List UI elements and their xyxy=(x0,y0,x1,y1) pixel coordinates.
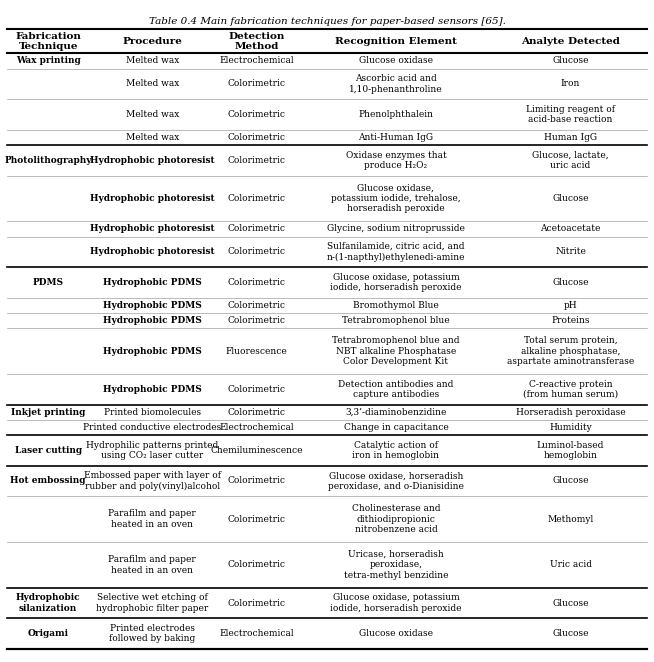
Text: Colorimetric: Colorimetric xyxy=(228,408,286,416)
Text: Glucose: Glucose xyxy=(552,629,589,638)
Text: Inkjet printing: Inkjet printing xyxy=(11,408,86,416)
Text: Limiting reagent of
acid-base reaction: Limiting reagent of acid-base reaction xyxy=(526,105,615,124)
Text: Melted wax: Melted wax xyxy=(126,110,179,119)
Text: Selective wet etching of
hydrophobic filter paper: Selective wet etching of hydrophobic fil… xyxy=(96,593,209,613)
Text: Glucose oxidase: Glucose oxidase xyxy=(359,629,433,638)
Text: Hydrophobic photoresist: Hydrophobic photoresist xyxy=(90,156,215,165)
Text: Total serum protein,
alkaline phosphatase,
aspartate aminotransferase: Total serum protein, alkaline phosphatas… xyxy=(507,336,634,366)
Text: Colorimetric: Colorimetric xyxy=(228,514,286,524)
Text: Hydrophobic photoresist: Hydrophobic photoresist xyxy=(90,248,215,256)
Text: Hydrophilic patterns printed
using CO₂ laser cutter: Hydrophilic patterns printed using CO₂ l… xyxy=(86,441,218,460)
Text: Hydrophobic photoresist: Hydrophobic photoresist xyxy=(90,224,215,234)
Text: Colorimetric: Colorimetric xyxy=(228,224,286,234)
Text: Embossed paper with layer of
rubber and poly(vinyl)alcohol: Embossed paper with layer of rubber and … xyxy=(84,471,221,491)
Text: Hydrophobic PDMS: Hydrophobic PDMS xyxy=(103,278,201,287)
Text: PDMS: PDMS xyxy=(33,278,63,287)
Text: Glucose oxidase,
potassium iodide, trehalose,
horseradish peroxide: Glucose oxidase, potassium iodide, treha… xyxy=(331,183,460,213)
Text: Human IgG: Human IgG xyxy=(544,133,597,142)
Text: Glucose: Glucose xyxy=(552,194,589,203)
Text: Fabrication
Technique: Fabrication Technique xyxy=(15,32,81,51)
Text: Table 0.4 Main fabrication techniques for paper-based sensors [65].: Table 0.4 Main fabrication techniques fo… xyxy=(148,17,506,26)
Text: Colorimetric: Colorimetric xyxy=(228,385,286,394)
Text: Proteins: Proteins xyxy=(551,316,590,325)
Text: Laser cutting: Laser cutting xyxy=(14,446,82,455)
Text: Glucose, lactate,
uric acid: Glucose, lactate, uric acid xyxy=(532,150,609,170)
Text: Procedure: Procedure xyxy=(122,37,182,46)
Text: Recognition Element: Recognition Element xyxy=(335,37,457,46)
Text: Chemiluminescence: Chemiluminescence xyxy=(210,446,303,455)
Text: Detection
Method: Detection Method xyxy=(228,32,284,51)
Text: Parafilm and paper
heated in an oven: Parafilm and paper heated in an oven xyxy=(109,509,196,529)
Text: Horseradish peroxidase: Horseradish peroxidase xyxy=(516,408,625,416)
Text: Analyte Detected: Analyte Detected xyxy=(521,37,620,46)
Text: Hydrophobic photoresist: Hydrophobic photoresist xyxy=(90,194,215,203)
Text: Anti-Human IgG: Anti-Human IgG xyxy=(358,133,434,142)
Text: Change in capacitance: Change in capacitance xyxy=(343,423,448,432)
Text: Detection antibodies and
capture antibodies: Detection antibodies and capture antibod… xyxy=(338,379,454,399)
Text: Colorimetric: Colorimetric xyxy=(228,156,286,165)
Text: Colorimetric: Colorimetric xyxy=(228,316,286,325)
Text: Colorimetric: Colorimetric xyxy=(228,278,286,287)
Text: Glucose oxidase: Glucose oxidase xyxy=(359,56,433,66)
Text: Iron: Iron xyxy=(561,79,580,89)
Text: Glucose: Glucose xyxy=(552,598,589,608)
Text: Melted wax: Melted wax xyxy=(126,56,179,66)
Text: Colorimetric: Colorimetric xyxy=(228,248,286,256)
Text: Ascorbic acid and
1,10-phenanthroline: Ascorbic acid and 1,10-phenanthroline xyxy=(349,74,443,93)
Text: Glucose oxidase, potassium
iodide, horseradish peroxide: Glucose oxidase, potassium iodide, horse… xyxy=(330,273,462,292)
Text: Glycine, sodium nitroprusside: Glycine, sodium nitroprusside xyxy=(327,224,465,234)
Text: Glucose oxidase, potassium
iodide, horseradish peroxide: Glucose oxidase, potassium iodide, horse… xyxy=(330,593,462,613)
Text: Wax printing: Wax printing xyxy=(16,56,80,66)
Text: Glucose: Glucose xyxy=(552,56,589,66)
Text: Methomyl: Methomyl xyxy=(547,514,594,524)
Text: Origami: Origami xyxy=(27,629,69,638)
Text: Colorimetric: Colorimetric xyxy=(228,561,286,569)
Text: Glucose oxidase, horseradish
peroxidase, and o-Dianisidine: Glucose oxidase, horseradish peroxidase,… xyxy=(328,471,464,491)
Text: Melted wax: Melted wax xyxy=(126,133,179,142)
Text: Printed conductive electrodes: Printed conductive electrodes xyxy=(83,423,222,432)
Text: Uric acid: Uric acid xyxy=(549,561,592,569)
Text: Colorimetric: Colorimetric xyxy=(228,194,286,203)
Text: Colorimetric: Colorimetric xyxy=(228,79,286,89)
Text: Cholinesterase and
dithiodipropionic
nitrobenzene acid: Cholinesterase and dithiodipropionic nit… xyxy=(352,504,440,534)
Text: Colorimetric: Colorimetric xyxy=(228,133,286,142)
Text: Hydrophobic PDMS: Hydrophobic PDMS xyxy=(103,385,201,394)
Text: Glucose: Glucose xyxy=(552,477,589,485)
Text: Colorimetric: Colorimetric xyxy=(228,110,286,119)
Text: Glucose: Glucose xyxy=(552,278,589,287)
Text: Parafilm and paper
heated in an oven: Parafilm and paper heated in an oven xyxy=(109,555,196,575)
Text: Hydrophobic PDMS: Hydrophobic PDMS xyxy=(103,301,201,310)
Text: Humidity: Humidity xyxy=(549,423,592,432)
Text: 3,3’-diaminobenzidine: 3,3’-diaminobenzidine xyxy=(345,408,447,416)
Text: Printed electrodes
followed by baking: Printed electrodes followed by baking xyxy=(109,624,196,643)
Text: Colorimetric: Colorimetric xyxy=(228,477,286,485)
Text: Tetrabromophenol blue: Tetrabromophenol blue xyxy=(342,316,450,325)
Text: Phenolphthalein: Phenolphthalein xyxy=(358,110,434,119)
Text: Hydrophobic PDMS: Hydrophobic PDMS xyxy=(103,316,201,325)
Text: Electrochemical: Electrochemical xyxy=(219,56,294,66)
Text: Catalytic action of
iron in hemoglobin: Catalytic action of iron in hemoglobin xyxy=(353,441,439,460)
Text: Uricase, horseradish
peroxidase,
tetra-methyl benzidine: Uricase, horseradish peroxidase, tetra-m… xyxy=(343,550,448,580)
Text: Photolithography: Photolithography xyxy=(5,156,92,165)
Text: Colorimetric: Colorimetric xyxy=(228,598,286,608)
Text: pH: pH xyxy=(564,301,577,310)
Text: Hydrophobic
silanization: Hydrophobic silanization xyxy=(16,593,80,613)
Text: Hot embossing: Hot embossing xyxy=(10,477,86,485)
Text: Tetrabromophenol blue and
NBT alkaline Phosphatase
Color Development Kit: Tetrabromophenol blue and NBT alkaline P… xyxy=(332,336,460,366)
Text: Hydrophobic PDMS: Hydrophobic PDMS xyxy=(103,347,201,355)
Text: Printed biomolecules: Printed biomolecules xyxy=(104,408,201,416)
Text: Luminol-based
hemoglobin: Luminol-based hemoglobin xyxy=(537,441,604,460)
Text: Sulfanilamide, citric acid, and
n-(1-napthyl)ethylenedi-amine: Sulfanilamide, citric acid, and n-(1-nap… xyxy=(326,242,465,261)
Text: Nitrite: Nitrite xyxy=(555,248,586,256)
Text: Melted wax: Melted wax xyxy=(126,79,179,89)
Text: Fluorescence: Fluorescence xyxy=(226,347,287,355)
Text: Bromothymol Blue: Bromothymol Blue xyxy=(353,301,439,310)
Text: Electrochemical: Electrochemical xyxy=(219,629,294,638)
Text: C-reactive protein
(from human serum): C-reactive protein (from human serum) xyxy=(523,379,618,399)
Text: Acetoacetate: Acetoacetate xyxy=(540,224,601,234)
Text: Oxidase enzymes that
produce H₂O₂: Oxidase enzymes that produce H₂O₂ xyxy=(345,150,446,170)
Text: Colorimetric: Colorimetric xyxy=(228,301,286,310)
Text: Electrochemical: Electrochemical xyxy=(219,423,294,432)
